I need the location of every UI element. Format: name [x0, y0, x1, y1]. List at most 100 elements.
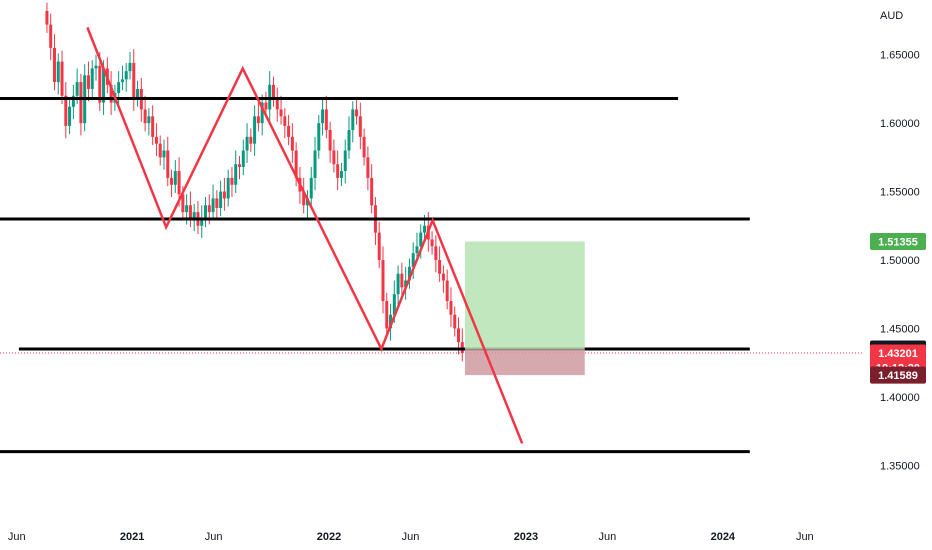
candle-body	[170, 177, 174, 185]
candle-body	[56, 61, 60, 83]
candle-body	[151, 116, 155, 137]
y-tick-label: 1.35000	[880, 460, 920, 472]
candle-body	[102, 68, 106, 103]
candle-body	[324, 109, 328, 130]
candle-body	[124, 71, 128, 80]
candle-body	[343, 150, 347, 172]
candle-body	[71, 95, 75, 107]
candle-body	[234, 164, 238, 185]
candle-body	[245, 136, 249, 151]
candle-body	[351, 109, 355, 130]
candle-body	[109, 84, 113, 103]
candle-body	[79, 82, 83, 124]
candle-body	[264, 102, 268, 110]
y-tick-label: 1.45000	[880, 323, 920, 335]
candle-body	[132, 62, 136, 99]
candle-body	[90, 68, 94, 89]
candle-body	[290, 136, 294, 151]
candle-body	[68, 106, 72, 126]
candle-body	[94, 65, 98, 69]
candle-body	[453, 314, 457, 329]
candle-body	[441, 273, 445, 281]
candle-body	[86, 75, 90, 89]
y-tick-label: 1.55000	[880, 187, 920, 199]
x-tick-label: 2024	[711, 531, 736, 543]
candle-body	[366, 157, 370, 178]
candle-body	[423, 225, 427, 233]
y-tick-label: 1.40000	[880, 392, 920, 404]
candle-body	[347, 130, 351, 151]
position-layer	[464, 241, 585, 376]
time-axis[interactable]: Jun 2021 Jun 2022 Jun 2023 Jun 2024 Jun	[8, 531, 814, 543]
x-tick-label: 2023	[514, 531, 538, 543]
price-axis[interactable]: AUD 1.35000 1.40000 1.45000 1.50000 1.55000 1…	[880, 10, 920, 472]
candle-body	[222, 191, 226, 199]
candle-body	[404, 280, 408, 288]
candle-body	[226, 177, 230, 199]
candle-body	[136, 88, 140, 99]
candle-body	[317, 123, 321, 151]
candle-body	[211, 198, 215, 213]
candle-body	[370, 177, 374, 206]
candle-body	[332, 150, 336, 165]
candle-body	[173, 171, 177, 185]
candle-body	[154, 136, 158, 144]
candle-body	[45, 10, 49, 25]
candle-body	[185, 205, 189, 213]
candle-body	[283, 116, 287, 126]
pattern-zigzag-line	[86, 26, 524, 444]
x-tick-label: Jun	[8, 531, 26, 543]
price-tag	[870, 366, 926, 384]
candle-body	[249, 136, 253, 144]
candle-body	[158, 143, 162, 158]
candle-body	[309, 177, 313, 199]
price-tag-label: 1.41589	[878, 370, 918, 382]
x-tick-label: Jun	[402, 531, 420, 543]
candle-body	[339, 171, 343, 178]
candle-body	[207, 205, 211, 213]
price-tag	[870, 232, 926, 250]
candle-body	[166, 150, 170, 178]
x-tick-label: 2022	[317, 531, 341, 543]
candle-body	[52, 47, 56, 83]
candle-body	[287, 125, 291, 137]
candle-body	[200, 218, 204, 226]
candle-body	[313, 150, 317, 178]
candle-body	[117, 82, 121, 94]
price-tag-label: 1.43201	[878, 348, 918, 360]
price-tag	[870, 344, 926, 362]
x-tick-label: Jun	[796, 531, 814, 543]
candle-body	[389, 314, 393, 329]
candle-body	[49, 24, 53, 48]
candle-body	[381, 260, 385, 302]
candle-body	[355, 109, 359, 117]
candle-body	[181, 194, 185, 213]
candle-body	[147, 116, 151, 124]
candle-body	[396, 273, 400, 295]
candle-body	[219, 191, 223, 208]
pattern-layer	[86, 26, 524, 444]
candle-body	[128, 62, 132, 72]
candle-body	[411, 253, 415, 267]
candle-body	[75, 82, 79, 96]
y-tick-label: 1.50000	[880, 255, 920, 267]
stop-loss-zone	[464, 349, 585, 376]
candle-body	[407, 266, 411, 281]
candle-body	[143, 109, 147, 124]
candle-body	[434, 246, 438, 260]
candle-body	[419, 232, 423, 247]
y-tick-label: 1.65000	[880, 50, 920, 62]
candle-body	[177, 171, 181, 195]
candle-body	[385, 301, 389, 329]
candle-body	[162, 150, 166, 158]
candle-body	[64, 95, 68, 126]
candle-body	[430, 239, 434, 247]
take-profit-zone	[464, 241, 585, 350]
candle-body	[204, 205, 208, 219]
candle-body	[215, 198, 219, 208]
candle-body	[362, 136, 366, 158]
y-tick-label: 1.60000	[880, 118, 920, 130]
levels-layer	[0, 97, 862, 454]
